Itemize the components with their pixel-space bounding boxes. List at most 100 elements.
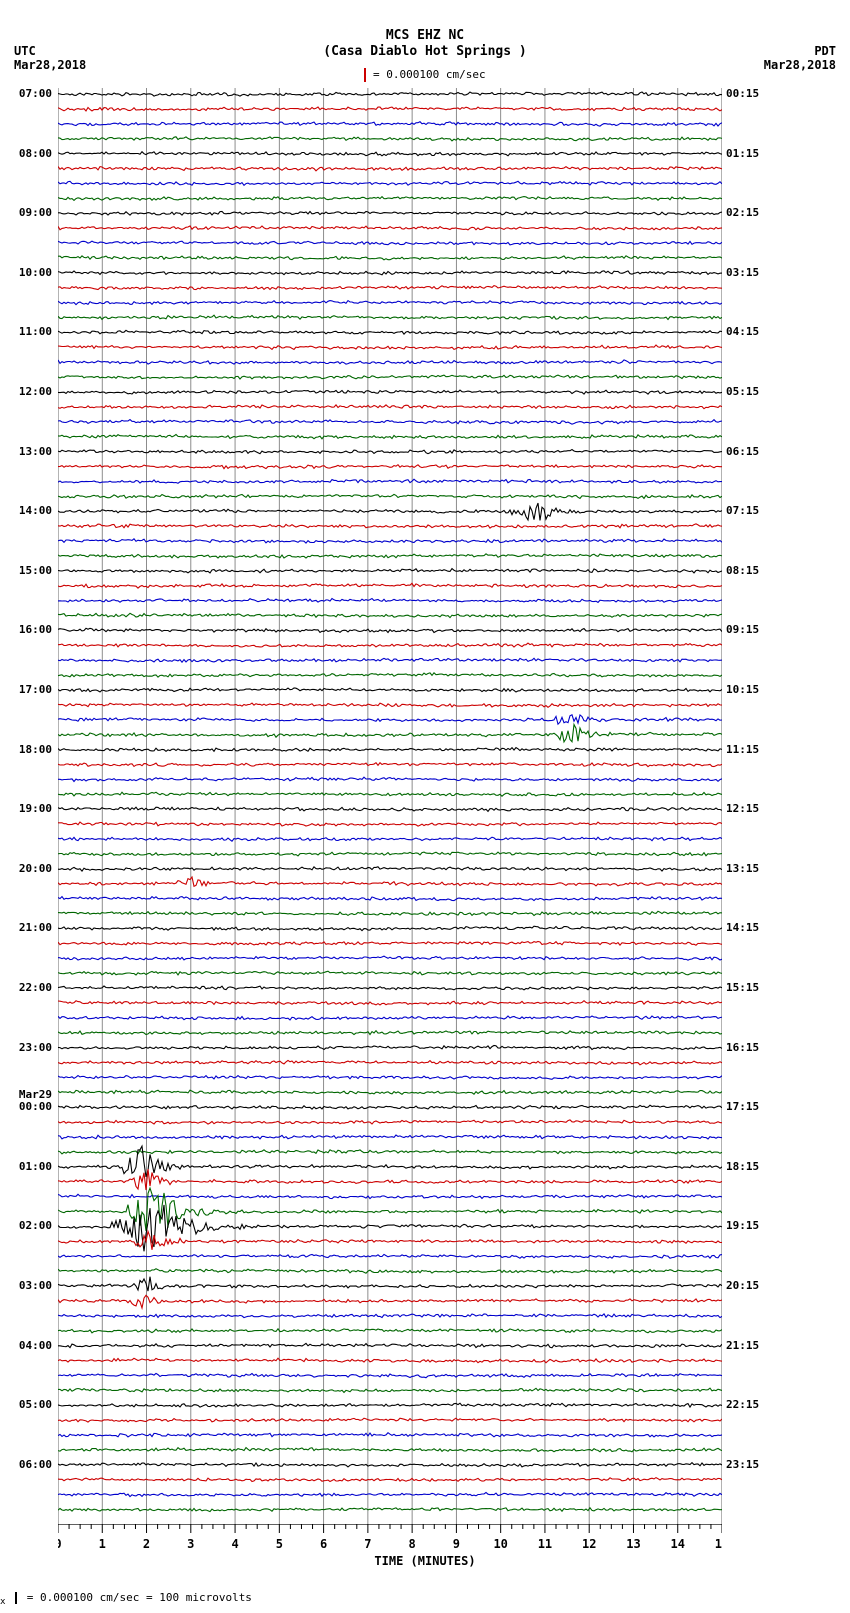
seismic-trace xyxy=(58,867,722,871)
seismic-trace xyxy=(58,1146,722,1177)
seismic-trace xyxy=(58,1388,722,1392)
utc-hour-label: 15:00 xyxy=(2,564,52,577)
seismic-trace xyxy=(58,986,722,990)
seismic-trace xyxy=(58,1016,722,1020)
seismic-trace xyxy=(58,494,722,498)
seismic-trace xyxy=(58,792,722,796)
pdt-hour-label: 00:15 xyxy=(726,87,776,100)
utc-hour-label: 20:00 xyxy=(2,862,52,875)
seismic-trace xyxy=(58,688,722,692)
seismic-trace xyxy=(58,777,722,781)
seismic-trace xyxy=(58,1329,722,1333)
seismic-trace xyxy=(58,1031,722,1035)
seismic-trace xyxy=(58,643,722,647)
utc-hour-label: 18:00 xyxy=(2,743,52,756)
seismic-trace xyxy=(58,524,722,528)
utc-hour-label: 03:00 xyxy=(2,1279,52,1292)
seismic-trace xyxy=(58,1231,722,1249)
seismic-trace xyxy=(58,286,722,290)
seismic-trace xyxy=(58,852,722,856)
utc-hour-label: 04:00 xyxy=(2,1339,52,1352)
utc-hour-label: 23:00 xyxy=(2,1041,52,1054)
seismic-trace xyxy=(58,197,722,201)
seismic-trace xyxy=(58,554,722,558)
scale-legend: = 0.000100 cm/sec xyxy=(0,68,850,82)
seismic-trace xyxy=(58,942,722,946)
seismic-trace xyxy=(58,725,722,742)
x-tick-label: 9 xyxy=(453,1537,460,1551)
seismic-trace xyxy=(58,897,722,901)
seismic-trace xyxy=(58,569,722,573)
utc-hour-label: 10:00 xyxy=(2,266,52,279)
pdt-hour-label: 11:15 xyxy=(726,743,776,756)
seismic-trace xyxy=(58,1358,722,1363)
seismic-trace xyxy=(58,107,722,111)
seismic-trace xyxy=(58,1373,722,1377)
seismic-trace xyxy=(58,1001,722,1005)
utc-hour-label: 19:00 xyxy=(2,802,52,815)
footer-scale: x = 0.000100 cm/sec = 100 microvolts xyxy=(0,1591,252,1607)
pdt-hour-label: 17:15 xyxy=(726,1100,776,1113)
seismic-trace xyxy=(58,479,722,483)
seismic-trace xyxy=(58,1403,722,1407)
x-tick-label: 5 xyxy=(276,1537,283,1551)
utc-hour-label: 06:00 xyxy=(2,1458,52,1471)
seismic-trace xyxy=(58,613,722,617)
utc-hour-label: 09:00 xyxy=(2,206,52,219)
pdt-hour-label: 13:15 xyxy=(726,862,776,875)
pdt-hour-label: 06:15 xyxy=(726,445,776,458)
seismic-trace xyxy=(58,877,722,886)
x-tick-label: 3 xyxy=(187,1537,194,1551)
seismic-trace xyxy=(58,1269,722,1273)
left-date: Mar28,2018 xyxy=(14,58,86,72)
seismic-trace xyxy=(58,1076,722,1080)
x-tick-label: 2 xyxy=(143,1537,150,1551)
pdt-hour-label: 09:15 xyxy=(726,623,776,636)
utc-hour-label: 01:00 xyxy=(2,1160,52,1173)
seismic-trace xyxy=(58,1295,722,1308)
seismic-trace xyxy=(58,271,722,275)
x-tick-label: 0 xyxy=(58,1537,62,1551)
pdt-hour-label: 22:15 xyxy=(726,1398,776,1411)
seismic-trace xyxy=(58,1433,722,1437)
utc-hour-label: 22:00 xyxy=(2,981,52,994)
seismic-trace xyxy=(58,1046,722,1050)
x-tick-label: 1 xyxy=(99,1537,106,1551)
seismic-trace xyxy=(58,1135,722,1139)
pdt-hour-label: 18:15 xyxy=(726,1160,776,1173)
seismic-trace xyxy=(58,1493,722,1497)
utc-hour-label: 11:00 xyxy=(2,325,52,338)
utc-hour-label: 13:00 xyxy=(2,445,52,458)
x-tick-label: 11 xyxy=(538,1537,552,1551)
seismic-trace xyxy=(58,926,722,930)
seismic-trace xyxy=(58,345,722,349)
x-tick-label: 10 xyxy=(493,1537,507,1551)
seismic-trace xyxy=(58,315,722,319)
seismic-trace xyxy=(58,1205,722,1251)
seismic-trace xyxy=(58,137,722,141)
utc-date-break: Mar29 xyxy=(2,1088,52,1101)
x-tick-label: 15 xyxy=(715,1537,722,1551)
seismic-trace xyxy=(58,763,722,767)
seismic-trace xyxy=(58,330,722,334)
pdt-hour-label: 02:15 xyxy=(726,206,776,219)
seismic-trace xyxy=(58,211,722,215)
utc-hour-label: 05:00 xyxy=(2,1398,52,1411)
seismic-trace xyxy=(58,503,722,520)
station-title: MCS EHZ NC xyxy=(0,28,850,43)
x-tick-label: 12 xyxy=(582,1537,596,1551)
x-tick-label: 8 xyxy=(409,1537,416,1551)
seismic-trace xyxy=(58,375,722,379)
seismic-trace xyxy=(58,911,722,915)
x-axis-label: TIME (MINUTES) xyxy=(0,1554,850,1568)
seismic-trace xyxy=(58,1169,722,1190)
right-date: Mar28,2018 xyxy=(764,58,836,72)
seismic-trace xyxy=(58,1060,722,1064)
pdt-hour-label: 01:15 xyxy=(726,147,776,160)
seismic-trace xyxy=(58,583,722,588)
utc-hour-label: 21:00 xyxy=(2,921,52,934)
seismic-trace xyxy=(58,1277,722,1291)
seismic-trace xyxy=(58,166,722,170)
seismic-trace xyxy=(58,1254,722,1258)
seismic-trace xyxy=(58,1463,722,1467)
